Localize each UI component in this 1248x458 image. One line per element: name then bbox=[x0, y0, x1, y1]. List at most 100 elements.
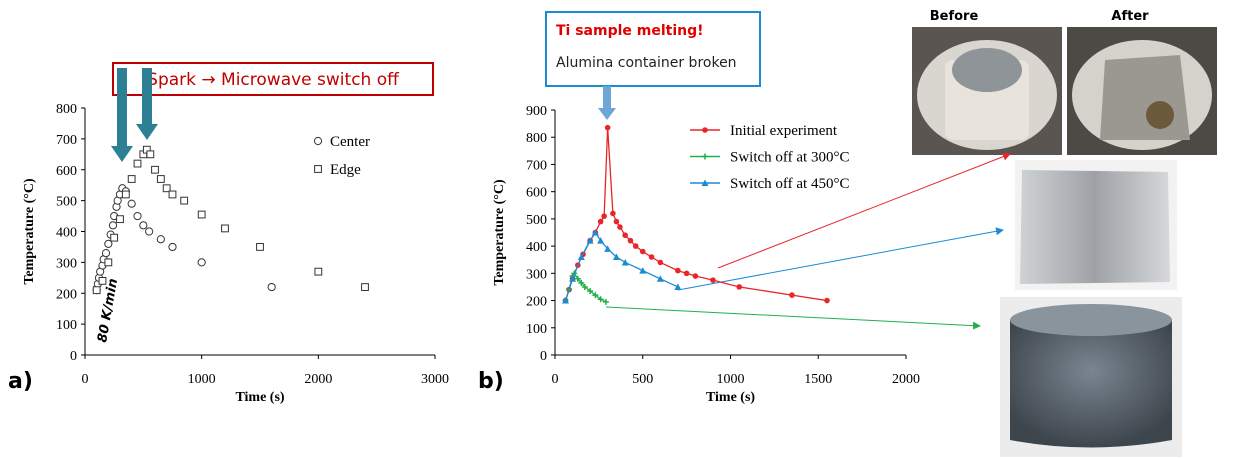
y-tick-label: 800 bbox=[526, 131, 547, 146]
x-tick-label: 0 bbox=[552, 372, 559, 387]
data-point bbox=[156, 235, 165, 244]
annotation-box bbox=[545, 11, 761, 87]
data-point bbox=[92, 286, 101, 295]
x-tick-label: 0 bbox=[82, 372, 89, 387]
data-point bbox=[197, 210, 206, 219]
legend-marker bbox=[701, 179, 709, 186]
data-point bbox=[648, 254, 655, 260]
pointer-arrow bbox=[605, 306, 981, 330]
photo-before bbox=[912, 27, 1062, 155]
y-tick-label: 600 bbox=[526, 186, 547, 201]
y-tick-label: 400 bbox=[56, 226, 77, 241]
data-point bbox=[613, 218, 620, 225]
legend-label: Initial experiment bbox=[730, 123, 838, 139]
photo-label: After bbox=[1111, 9, 1149, 24]
data-point bbox=[657, 259, 664, 266]
pointer-arrow bbox=[717, 152, 1011, 269]
data-point bbox=[602, 298, 609, 305]
data-point bbox=[824, 297, 830, 304]
data-point bbox=[632, 243, 639, 249]
annotation: Spark → Microwave switch off bbox=[147, 70, 400, 90]
data-point bbox=[627, 237, 634, 244]
y-tick-label: 700 bbox=[56, 133, 77, 148]
y-tick-label: 800 bbox=[56, 102, 77, 117]
data-point bbox=[587, 288, 594, 295]
data-point bbox=[146, 150, 155, 159]
x-tick-label: 3000 bbox=[421, 372, 449, 387]
x-tick-label: 2000 bbox=[892, 372, 920, 387]
legend-label: Edge bbox=[330, 162, 361, 178]
data-point bbox=[197, 258, 206, 267]
data-point bbox=[267, 282, 276, 292]
data-point bbox=[569, 275, 577, 282]
data-point bbox=[121, 190, 130, 199]
data-point bbox=[221, 224, 229, 233]
data-point bbox=[145, 227, 154, 236]
data-point bbox=[612, 253, 620, 260]
y-tick-label: 0 bbox=[70, 349, 77, 364]
pointer-arrow bbox=[677, 227, 1004, 291]
y-tick-label: 200 bbox=[56, 287, 77, 302]
data-point bbox=[168, 242, 177, 252]
series-line bbox=[564, 231, 679, 301]
data-point bbox=[139, 221, 148, 230]
data-point bbox=[101, 249, 111, 258]
data-point bbox=[127, 199, 136, 208]
panel-label: b) bbox=[478, 369, 504, 394]
data-point bbox=[675, 267, 681, 274]
y-tick-label: 300 bbox=[56, 256, 77, 271]
data-point bbox=[656, 275, 664, 282]
data-point bbox=[104, 258, 113, 267]
photo-label: Before bbox=[930, 9, 979, 24]
data-point bbox=[683, 270, 690, 277]
data-point bbox=[127, 175, 136, 183]
data-point bbox=[104, 239, 113, 248]
data-point bbox=[789, 292, 795, 298]
data-point bbox=[108, 221, 118, 230]
x-tick-label: 500 bbox=[632, 372, 653, 387]
y-tick-label: 100 bbox=[56, 318, 77, 333]
y-tick-label: 500 bbox=[56, 195, 77, 210]
data-point bbox=[562, 297, 570, 304]
melting-arrow bbox=[598, 86, 616, 120]
y-tick-label: 200 bbox=[526, 295, 547, 310]
x-axis-title: Time (s) bbox=[235, 390, 284, 405]
x-tick-label: 2000 bbox=[304, 372, 332, 387]
legend-marker bbox=[313, 136, 323, 146]
data-point bbox=[674, 283, 682, 290]
y-tick-label: 600 bbox=[56, 164, 77, 179]
annotation: Alumina container broken bbox=[556, 55, 737, 71]
x-axis-title: Time (s) bbox=[706, 390, 755, 405]
data-point bbox=[133, 211, 142, 221]
legend-marker bbox=[702, 127, 708, 133]
data-point bbox=[610, 210, 616, 217]
data-point bbox=[622, 232, 628, 239]
data-point bbox=[586, 237, 594, 244]
data-point bbox=[692, 273, 699, 279]
data-point bbox=[578, 279, 585, 286]
data-point bbox=[361, 283, 369, 291]
data-point bbox=[256, 243, 264, 251]
data-point bbox=[133, 159, 142, 168]
legend-marker bbox=[702, 153, 708, 160]
legend-label: Switch off at 450°C bbox=[730, 176, 849, 192]
photo-sample-2 bbox=[1000, 297, 1182, 457]
data-point bbox=[591, 229, 599, 236]
data-point bbox=[180, 196, 189, 205]
data-point bbox=[617, 224, 623, 230]
data-point bbox=[601, 213, 607, 219]
data-point bbox=[639, 248, 646, 255]
data-point bbox=[574, 275, 581, 282]
legend-marker bbox=[314, 165, 322, 173]
data-point bbox=[577, 253, 585, 260]
data-point bbox=[116, 215, 124, 224]
y-tick-label: 300 bbox=[526, 267, 547, 282]
data-point bbox=[168, 190, 177, 199]
data-point bbox=[639, 267, 647, 274]
data-point bbox=[604, 245, 612, 252]
y-tick-label: 400 bbox=[526, 240, 547, 255]
photo-after bbox=[1067, 27, 1217, 155]
panel-label: a) bbox=[8, 369, 33, 394]
data-point bbox=[597, 237, 605, 244]
data-point bbox=[604, 124, 611, 131]
